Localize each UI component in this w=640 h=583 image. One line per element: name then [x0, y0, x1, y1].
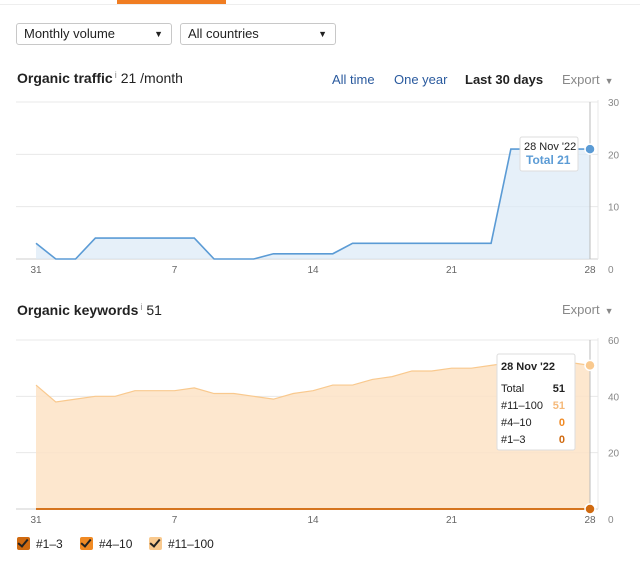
chevron-down-icon: ▼	[154, 29, 163, 39]
traffic-x-tick-label: 7	[172, 265, 178, 276]
range-all-time[interactable]: All time	[332, 72, 375, 87]
traffic-export-label: Export	[562, 72, 600, 87]
keywords-tooltip-row-value: 51	[553, 400, 565, 412]
traffic-tooltip	[519, 136, 579, 172]
volume-select[interactable]: Monthly volume ▼	[16, 23, 172, 45]
legend-item-1-3[interactable]: #1–3	[17, 537, 63, 551]
traffic-series-line	[35, 148, 590, 260]
keywords-y-tick-label: 40	[608, 392, 620, 403]
legend-label: #11–100	[168, 537, 214, 551]
range-last-30-days[interactable]: Last 30 days	[465, 72, 544, 87]
info-icon[interactable]: i	[114, 70, 117, 80]
keywords-tooltip-row-label: #11–100	[501, 400, 543, 412]
traffic-x-tick-label: 14	[307, 265, 319, 276]
legend-item-4-10[interactable]: #4–10	[80, 537, 132, 551]
organic-keywords-title: Organic keywords	[17, 302, 139, 318]
keywords-tooltip-row-label: Total	[501, 383, 524, 395]
keywords-tooltip-row-value: 51	[553, 383, 565, 395]
tab-divider	[0, 4, 640, 5]
country-select[interactable]: All countries ▼	[180, 23, 336, 45]
legend-label: #4–10	[99, 537, 133, 551]
keywords-tooltip-row-label: #1–3	[501, 434, 525, 446]
traffic-y-tick-label: 20	[608, 150, 620, 161]
info-icon[interactable]: i	[140, 302, 143, 312]
traffic-export-button[interactable]: Export ▼	[562, 72, 614, 87]
volume-select-value: Monthly volume	[24, 26, 116, 41]
keywords-export-button[interactable]: Export ▼	[562, 302, 614, 317]
keywords-hover-point	[584, 359, 596, 372]
keywords-hover-point-bottom	[584, 503, 596, 515]
keywords-x-tick-label: 14	[307, 515, 319, 526]
checkbox-icon	[17, 537, 30, 550]
organic-keywords-value: 51	[146, 302, 162, 318]
organic-keywords-header: Organic keywords i 51	[17, 302, 162, 318]
organic-traffic-title: Organic traffic	[17, 70, 113, 86]
organic-traffic-header: Organic traffic i 21 /month	[17, 70, 183, 86]
range-one-year[interactable]: One year	[394, 72, 448, 87]
traffic-y-tick-label: 30	[608, 98, 620, 109]
traffic-hover-point	[584, 143, 596, 155]
legend-item-11-100[interactable]: #11–100	[149, 537, 214, 551]
organic-traffic-value: 21 /month	[120, 70, 183, 86]
chevron-down-icon: ▼	[604, 306, 614, 316]
checkbox-icon	[149, 537, 162, 550]
chevron-down-icon: ▼	[604, 76, 614, 86]
traffic-x-tick-label: 31	[30, 265, 42, 276]
traffic-y-tick-label: 10	[608, 203, 620, 214]
keywords-export-label: Export	[562, 302, 600, 317]
keywords-x-tick-label: 28	[584, 515, 596, 526]
checkbox-icon	[80, 537, 93, 550]
traffic-x-tick-label: 28	[584, 265, 596, 276]
keywords-tooltip-row-value: 0	[559, 417, 565, 429]
traffic-x-tick-label: 21	[446, 265, 458, 276]
legend-label: #1–3	[36, 537, 63, 551]
keywords-tooltip	[496, 353, 576, 451]
chevron-down-icon: ▼	[318, 29, 327, 39]
keywords-x-tick-label: 7	[172, 515, 178, 526]
keywords-tooltip-date: 28 Nov '22	[501, 361, 555, 373]
traffic-y-tick-label: 0	[608, 265, 614, 276]
keywords-y-tick-label: 20	[608, 449, 620, 460]
traffic-tooltip-total: Total 21	[526, 153, 571, 167]
active-tab-indicator	[117, 0, 226, 4]
keywords-y-tick-label: 0	[608, 515, 614, 526]
keywords-series-area	[36, 362, 590, 509]
keywords-tooltip-row-value: 0	[559, 434, 565, 446]
keywords-x-tick-label: 21	[446, 515, 458, 526]
keywords-tooltip-row-label: #4–10	[501, 417, 532, 429]
traffic-tooltip-date: 28 Nov '22	[524, 141, 576, 153]
country-select-value: All countries	[188, 26, 259, 41]
keywords-y-tick-label: 60	[608, 336, 620, 347]
keywords-x-tick-label: 31	[30, 515, 42, 526]
